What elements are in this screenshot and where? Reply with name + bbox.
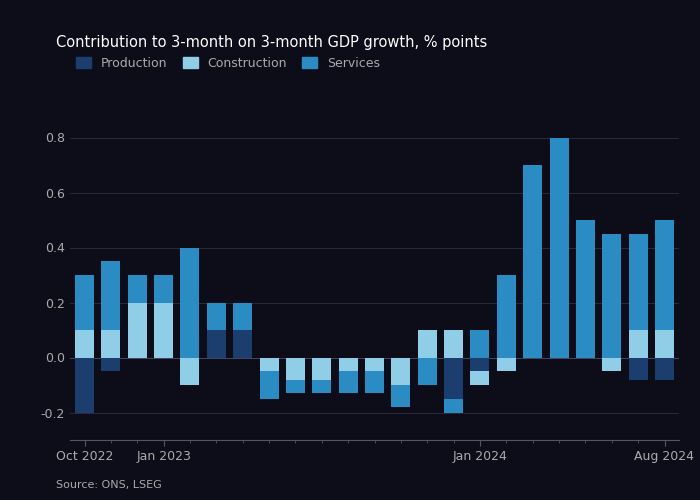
Bar bbox=[655, 220, 674, 330]
Bar bbox=[418, 330, 437, 357]
Bar bbox=[444, 330, 463, 357]
Bar bbox=[629, 234, 648, 330]
Legend: Production, Construction, Services: Production, Construction, Services bbox=[76, 57, 380, 70]
Bar bbox=[102, 330, 120, 357]
Bar bbox=[181, 248, 199, 358]
Bar bbox=[470, 371, 489, 385]
Bar bbox=[602, 358, 622, 371]
Bar bbox=[102, 261, 120, 330]
Bar bbox=[75, 275, 94, 330]
Bar bbox=[286, 380, 305, 393]
Bar bbox=[391, 385, 410, 407]
Bar bbox=[286, 358, 305, 380]
Text: Source: ONS, LSEG: Source: ONS, LSEG bbox=[56, 480, 162, 490]
Bar bbox=[655, 330, 674, 357]
Bar bbox=[470, 358, 489, 371]
Bar bbox=[365, 358, 384, 371]
Bar bbox=[233, 330, 252, 357]
Bar bbox=[444, 399, 463, 412]
Bar bbox=[206, 330, 226, 357]
Bar bbox=[550, 138, 568, 358]
Bar bbox=[365, 371, 384, 393]
Bar bbox=[523, 165, 542, 358]
Bar bbox=[655, 358, 674, 380]
Bar bbox=[233, 302, 252, 330]
Bar bbox=[391, 358, 410, 385]
Bar bbox=[629, 330, 648, 357]
Bar bbox=[154, 275, 173, 302]
Bar bbox=[497, 358, 516, 371]
Bar bbox=[75, 330, 94, 357]
Bar bbox=[312, 358, 331, 380]
Bar bbox=[444, 358, 463, 399]
Bar bbox=[418, 358, 437, 385]
Bar bbox=[312, 380, 331, 393]
Bar bbox=[470, 330, 489, 357]
Bar bbox=[602, 234, 622, 358]
Bar bbox=[260, 371, 279, 399]
Bar bbox=[260, 358, 279, 371]
Bar bbox=[629, 358, 648, 380]
Text: Contribution to 3-month on 3-month GDP growth, % points: Contribution to 3-month on 3-month GDP g… bbox=[56, 35, 487, 50]
Bar bbox=[339, 358, 358, 371]
Bar bbox=[206, 302, 226, 330]
Bar bbox=[127, 275, 147, 302]
Bar bbox=[127, 302, 147, 358]
Bar bbox=[154, 302, 173, 358]
Bar bbox=[75, 358, 94, 412]
Bar bbox=[497, 275, 516, 357]
Bar bbox=[339, 371, 358, 393]
Bar bbox=[576, 220, 595, 358]
Bar bbox=[181, 358, 199, 385]
Bar bbox=[102, 358, 120, 371]
